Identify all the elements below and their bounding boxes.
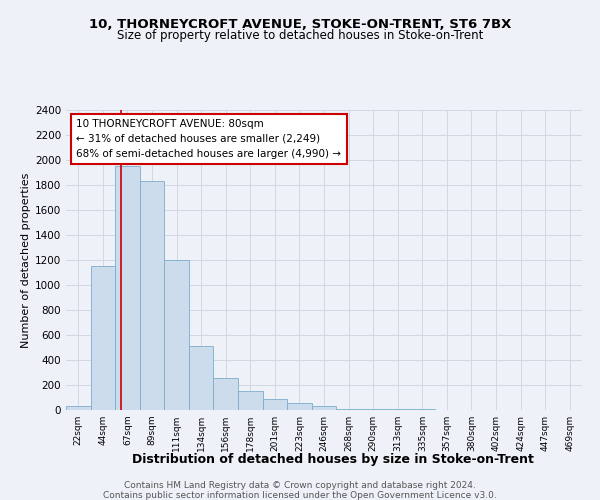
Text: Contains public sector information licensed under the Open Government Licence v3: Contains public sector information licen… (103, 491, 497, 500)
Bar (238, 390, 263, 410)
Y-axis label: Number of detached properties: Number of detached properties (21, 172, 31, 348)
Bar (336, 409, 361, 410)
Bar (66, 406, 91, 410)
Bar (263, 400, 287, 410)
Text: 10, THORNEYCROFT AVENUE, STOKE-ON-TRENT, ST6 7BX: 10, THORNEYCROFT AVENUE, STOKE-ON-TRENT,… (89, 18, 511, 30)
Text: Size of property relative to detached houses in Stoke-on-Trent: Size of property relative to detached ho… (117, 29, 483, 42)
Bar (91, 266, 115, 410)
Bar (115, 166, 140, 410)
Bar (287, 402, 312, 410)
Bar (312, 406, 336, 410)
Bar (214, 378, 238, 410)
Bar (164, 260, 189, 410)
Text: 10 THORNEYCROFT AVENUE: 80sqm
← 31% of detached houses are smaller (2,249)
68% o: 10 THORNEYCROFT AVENUE: 80sqm ← 31% of d… (76, 119, 341, 158)
Text: Distribution of detached houses by size in Stoke-on-Trent: Distribution of detached houses by size … (132, 452, 534, 466)
Bar (189, 346, 214, 410)
Text: Contains HM Land Registry data © Crown copyright and database right 2024.: Contains HM Land Registry data © Crown c… (124, 481, 476, 490)
Bar (140, 181, 164, 410)
